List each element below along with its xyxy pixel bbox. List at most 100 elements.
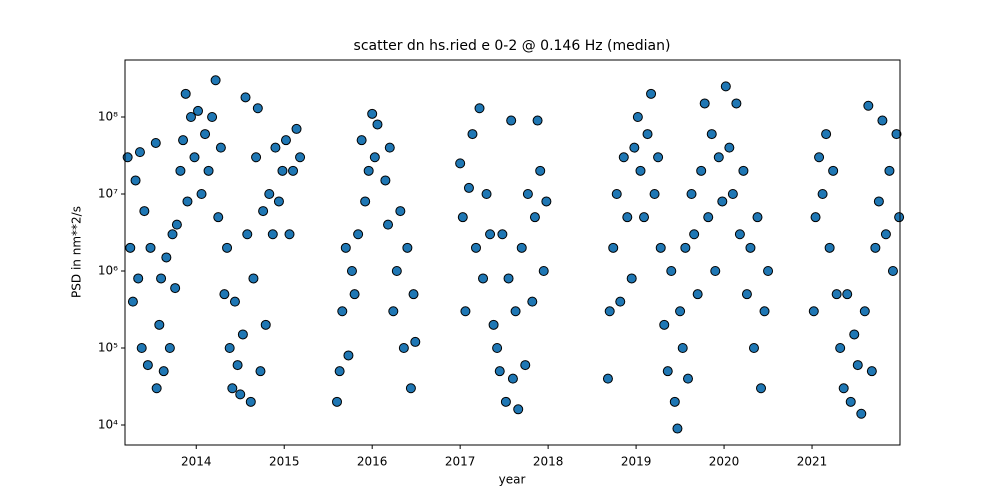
scatter-point — [666, 266, 677, 277]
scatter-point — [337, 306, 348, 317]
scatter-point — [182, 196, 193, 207]
scatter-point — [478, 273, 489, 284]
scatter-point — [383, 219, 394, 230]
scatter-point — [689, 229, 700, 240]
scatter-point — [145, 242, 156, 253]
scatter-point — [672, 423, 683, 434]
scatter-point — [273, 196, 284, 207]
scatter-point — [500, 396, 511, 407]
scatter-point — [485, 229, 496, 240]
scatter-point — [408, 289, 419, 300]
scatter-point — [611, 189, 622, 200]
scatter-point — [639, 212, 650, 223]
scatter-point — [507, 373, 518, 384]
scatter-point — [457, 212, 468, 223]
scatter-point — [828, 165, 839, 176]
y-tick-label: 10⁸ — [98, 110, 118, 124]
scatter-point — [264, 189, 275, 200]
scatter-point — [380, 175, 391, 186]
scatter-point — [151, 383, 162, 394]
scatter-point — [288, 165, 299, 176]
scatter-point — [675, 306, 686, 317]
scatter-point — [513, 404, 524, 415]
scatter-point — [615, 296, 626, 307]
scatter-point — [727, 189, 738, 200]
scatter-point — [134, 147, 145, 158]
scatter-point — [207, 112, 218, 123]
axes-frame — [124, 59, 901, 446]
scatter-point — [150, 137, 161, 148]
scatter-point — [367, 108, 378, 119]
scatter-point — [838, 383, 849, 394]
scatter-point — [252, 103, 263, 114]
scatter-point — [516, 242, 527, 253]
scatter-point — [343, 350, 354, 361]
scatter-point — [831, 289, 842, 300]
scatter-point — [642, 129, 653, 140]
scatter-point — [360, 196, 371, 207]
scatter-point — [629, 142, 640, 153]
scatter-point — [824, 242, 835, 253]
scatter-point — [460, 306, 471, 317]
scatter-point — [626, 273, 637, 284]
scatter-point — [520, 360, 531, 371]
scatter-point — [260, 319, 271, 330]
scatter-point — [164, 343, 175, 354]
scatter-point — [618, 152, 629, 163]
scatter-point — [229, 296, 240, 307]
scatter-point — [692, 289, 703, 300]
scatter-point — [859, 306, 870, 317]
x-tick-label: 2014 — [181, 455, 212, 469]
scatter-point — [203, 165, 214, 176]
x-tick-label: 2018 — [533, 455, 564, 469]
scatter-point — [497, 229, 508, 240]
scatter-point — [529, 212, 540, 223]
y-tick-label: 10⁷ — [98, 187, 118, 201]
scatter-point — [662, 366, 673, 377]
scatter-point — [402, 242, 413, 253]
scatter-point — [122, 152, 133, 163]
scatter-point — [717, 196, 728, 207]
scatter-point — [277, 165, 288, 176]
scatter-point — [653, 152, 664, 163]
scatter-point — [680, 242, 691, 253]
scatter-point — [474, 103, 485, 114]
scatter-point — [635, 165, 646, 176]
scatter-point — [334, 366, 345, 377]
scatter-point — [655, 242, 666, 253]
scatter-point — [372, 119, 383, 130]
scatter-point — [866, 366, 877, 377]
scatter-point — [232, 360, 243, 371]
scatter-point — [193, 105, 204, 116]
x-tick-label: 2016 — [357, 455, 388, 469]
scatter-point — [136, 343, 147, 354]
y-tick-label: 10⁴ — [98, 418, 118, 432]
scatter-point — [677, 343, 688, 354]
scatter-point — [237, 329, 248, 340]
scatter-point — [821, 129, 832, 140]
scatter-point — [133, 273, 144, 284]
scatter-point — [720, 81, 731, 92]
x-tick-label: 2021 — [797, 455, 828, 469]
scatter-point — [745, 242, 756, 253]
scatter-point — [699, 98, 710, 109]
scatter-point — [494, 366, 505, 377]
scatter-point — [522, 189, 533, 200]
scatter-point — [738, 165, 749, 176]
scatter-point — [734, 229, 745, 240]
scatter-point — [696, 165, 707, 176]
scatter-point — [527, 296, 538, 307]
x-tick-label: 2017 — [445, 455, 476, 469]
scatter-point — [748, 343, 759, 354]
scatter-point — [752, 212, 763, 223]
x-tick-label: 2019 — [621, 455, 652, 469]
scatter-point — [170, 283, 181, 294]
scatter-point — [175, 165, 186, 176]
scatter-point — [405, 383, 416, 394]
scatter-point — [258, 206, 269, 217]
scatter-point — [196, 189, 207, 200]
scatter-point — [270, 142, 281, 153]
scatter-point — [470, 242, 481, 253]
scatter-point — [503, 273, 514, 284]
scatter-point — [388, 306, 399, 317]
